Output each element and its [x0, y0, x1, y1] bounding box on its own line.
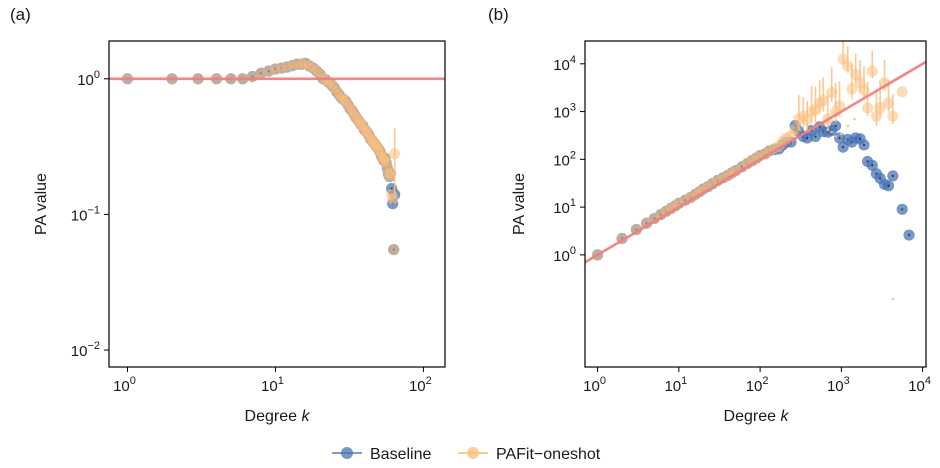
x-tick-label: 100	[583, 375, 606, 395]
legend-pafit-label: PAFit−oneshot	[496, 446, 601, 463]
pafit-small-point	[830, 130, 833, 133]
pafit-point	[861, 102, 874, 114]
baseline-point-center	[871, 164, 874, 167]
y-tick-label: 10−2	[71, 340, 100, 360]
pafit-point	[387, 193, 399, 205]
x-tick-label: 104	[908, 375, 931, 395]
x-tick-label: 101	[664, 375, 687, 395]
y-tick-label: 103	[553, 102, 576, 122]
panel-b-label: (b)	[488, 5, 509, 24]
baseline-point-center	[806, 136, 809, 140]
pafit-point	[801, 114, 813, 127]
panel-a-y-axis-label: PA value	[33, 173, 50, 235]
panel-a-x-axis-label: Degree k	[245, 408, 311, 425]
x-tick-label: 102	[409, 375, 432, 395]
x-tick-label: 100	[113, 375, 136, 395]
pafit-point	[850, 68, 862, 80]
panel-b-y-axis-label: PA value	[511, 173, 528, 235]
pafit-point	[826, 86, 838, 99]
panel-b-x-ticks: 100 101 102 103 104	[583, 367, 931, 395]
panel-b-frame	[584, 40, 927, 368]
panel-b-marks	[585, 41, 926, 301]
y-tick-label: 10−1	[71, 204, 100, 224]
baseline-point-center	[859, 137, 862, 140]
baseline-point-center	[814, 135, 817, 138]
pafit-point	[874, 102, 886, 114]
baseline-point-center	[834, 124, 837, 128]
y-tick-label: 101	[553, 197, 576, 217]
x-tick-label: 101	[261, 375, 284, 395]
panel-b-plot-area	[585, 41, 926, 301]
pafit-point	[817, 94, 829, 107]
pafit-small-point	[853, 117, 856, 121]
baseline-point-center	[879, 177, 882, 180]
pafit-point	[842, 60, 854, 72]
y-tick-label: 104	[553, 54, 576, 74]
pafit-point	[846, 83, 858, 95]
x-tick-label: 103	[827, 375, 850, 395]
y-tick-label: 102	[553, 149, 576, 169]
y-tick-label: 100	[77, 69, 100, 89]
legend-item-baseline: Baseline	[332, 446, 431, 463]
pafit-point	[789, 123, 801, 136]
panel-b-x-axis-label: Degree k	[724, 408, 790, 425]
panel-b-y-ticks: 100 101 102 103 104	[553, 54, 585, 265]
pafit-small-point	[891, 297, 895, 301]
pafit-point	[870, 110, 883, 122]
x-tick-label: 102	[746, 375, 769, 395]
panel-a: (a) 100 101 102 10−2 10−1 100 Degree k PA va…	[10, 5, 446, 425]
legend-baseline-label: Baseline	[370, 446, 431, 463]
legend: Baseline PAFit−oneshot	[332, 446, 601, 463]
baseline-point-center	[907, 233, 911, 237]
baseline-point-center	[901, 208, 904, 211]
pafit-small-point	[834, 135, 837, 138]
baseline-point-center	[887, 184, 890, 187]
baseline-point-center	[841, 146, 845, 149]
legend-pafit-marker	[467, 447, 479, 459]
pafit-small-point	[840, 132, 843, 136]
pafit-point	[896, 86, 908, 98]
reference-line	[585, 60, 926, 264]
pafit-point	[384, 168, 397, 180]
pafit-point	[388, 244, 400, 256]
baseline-point-center	[862, 143, 866, 147]
baseline-point-center	[891, 174, 894, 178]
panel-a-marks	[109, 57, 445, 256]
pafit-point	[866, 65, 878, 77]
pafit-point	[833, 100, 846, 112]
panel-b: (b) 100 101 102 103 104 100 101 102 103 104 Degr…	[488, 5, 931, 425]
panel-a-frame	[108, 40, 446, 368]
panel-a-x-ticks: 100 101 102	[113, 367, 432, 395]
panel-a-y-ticks: 10−2 10−1 100	[71, 69, 109, 360]
y-tick-label: 100	[553, 245, 576, 265]
panel-a-plot-area	[109, 57, 445, 256]
pafit-small-point	[846, 124, 850, 128]
pafit-point	[389, 148, 401, 160]
pafit-point	[887, 110, 899, 122]
legend-baseline-marker	[341, 447, 353, 459]
panel-a-label: (a)	[10, 5, 31, 24]
legend-item-pafit: PAFit−oneshot	[458, 446, 601, 463]
pafit-point	[882, 97, 895, 109]
baseline-point-center	[838, 136, 841, 140]
